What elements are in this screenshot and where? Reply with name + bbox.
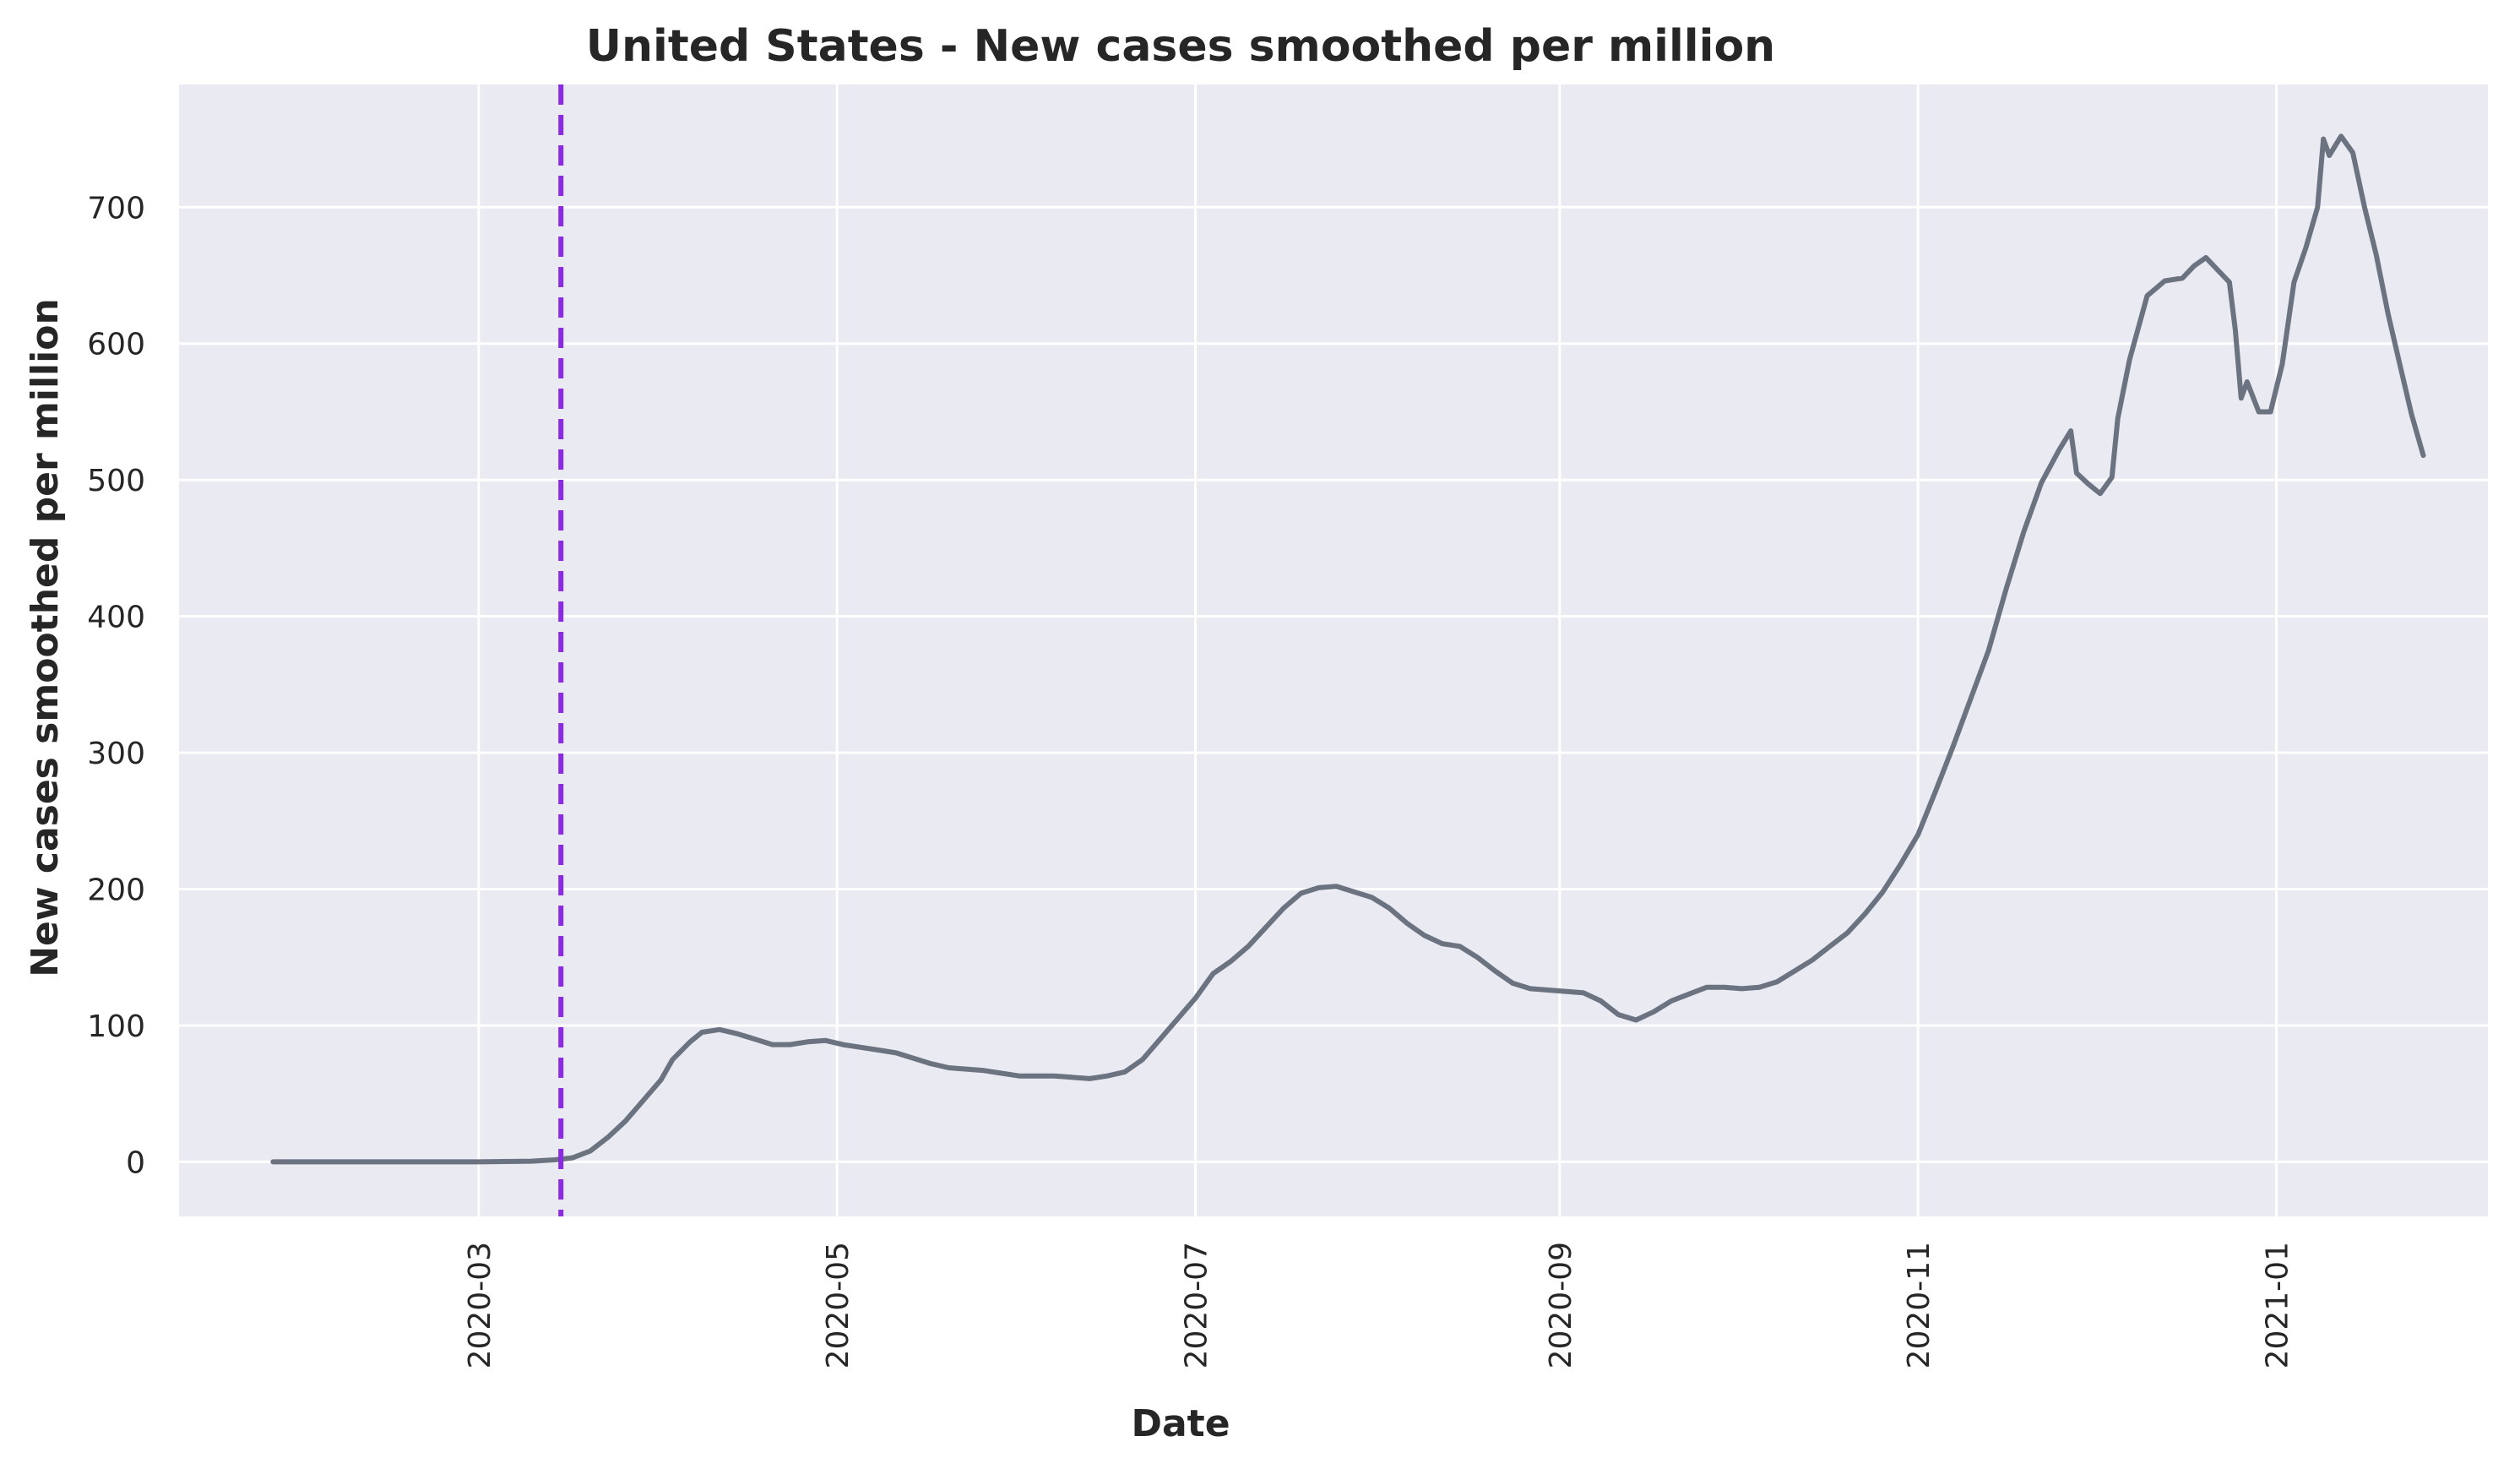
x-tick-label: 2020-07 [1180, 1242, 1214, 1368]
x-tick-label: 2020-11 [1902, 1242, 1936, 1368]
y-tick-label: 200 [87, 873, 145, 908]
y-tick-label: 300 [87, 737, 145, 771]
x-axis-label: Date [1131, 1402, 1230, 1445]
y-tick-label: 700 [87, 191, 145, 226]
y-tick-label: 500 [87, 464, 145, 498]
plot-area [179, 84, 2488, 1216]
grid-lines [179, 84, 2488, 1216]
y-tick-label: 0 [126, 1145, 145, 1180]
x-tick-label: 2020-09 [1544, 1242, 1578, 1368]
y-axis-label: New cases smoothed per million [24, 298, 67, 977]
x-tick-label: 2021-01 [2261, 1242, 2295, 1368]
y-tick-label: 600 [87, 328, 145, 362]
series-line [270, 133, 2426, 1165]
chart-title: United States - New cases smoothed per m… [586, 21, 1775, 72]
x-tick-label: 2020-03 [463, 1242, 497, 1368]
tick-labels: 0 100 200 300 400 500 600 700 2020-03 2020-05 2020… [87, 191, 2295, 1368]
y-tick-label: 400 [87, 601, 145, 635]
y-tick-label: 100 [87, 1009, 145, 1044]
x-tick-label: 2020-05 [821, 1242, 855, 1368]
series-layer [270, 133, 2426, 1165]
